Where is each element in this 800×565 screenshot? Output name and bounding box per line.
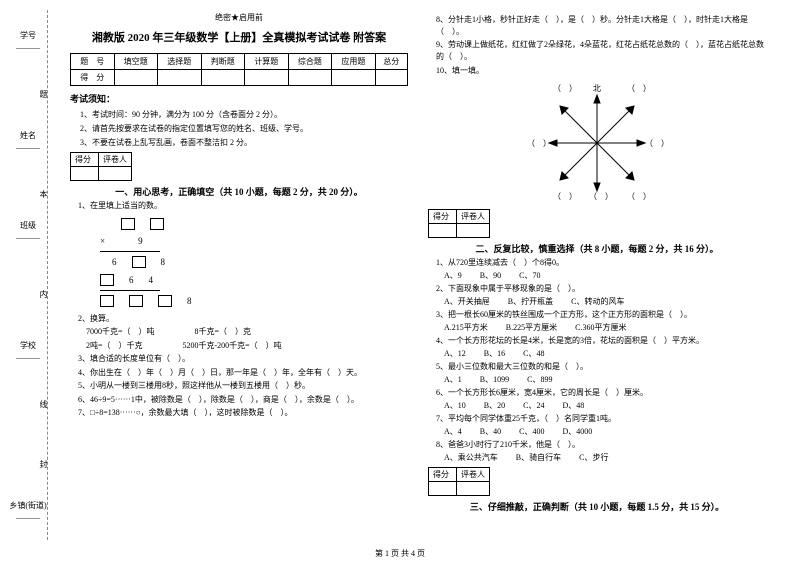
compass-e: （ ） — [645, 138, 669, 149]
right-column: 8、分针走1小格，秒针正好走（ ），是（ ）秒。分针走1大格是（ ），时针走1大… — [418, 12, 776, 545]
s2q2: 2、下面现象中属于平移现象的是（ ）。 — [436, 283, 766, 295]
s2q3: 3、把一根长60厘米的铁丝围成一个正方形，这个正方形的面积是（ ）。 — [436, 309, 766, 321]
side-char-xian: 线 — [38, 400, 49, 408]
compass-diagram: （ ） 北 （ ） （ ） （ ） （ ） （ ） （ ） — [527, 83, 667, 203]
score-h2: 填空题 — [114, 54, 158, 70]
score-r1: 得 分 — [71, 70, 115, 86]
exam-title: 湘教版 2020 年三年级数学【上册】全真模拟考试试卷 附答案 — [70, 29, 408, 45]
section-1-title: 一、用心思考，正确填空（共 10 小题，每题 2 分，共 20 分）。 — [70, 185, 408, 198]
compass-w: （ ） — [527, 138, 551, 149]
s2q6: 6、一个长方形长6厘米，宽4厘米，它的周长是（ ）厘米。 — [436, 387, 766, 399]
s2q8-opts: A、乘公共汽车B、骑自行车C、步行 — [444, 452, 766, 463]
s2q7: 7、平均每个同学体重25千克，（ ）名同学重1吨。 — [436, 413, 766, 425]
s2q5-opts: A、1B、1099C、899 — [444, 374, 766, 385]
section-3-title: 三、仔细推敲，正确判断（共 10 小题，每题 1.5 分，共 15 分）。 — [428, 500, 766, 513]
side-label-xuexiao: 学校______ — [8, 340, 48, 360]
compass-ne: （ ） — [627, 83, 651, 94]
q1: 1、在里填上适当的数。 — [78, 200, 408, 212]
s2q3-opts: A.215平方米B.225平方厘米C.360平方厘米 — [444, 322, 766, 333]
side-label-banji: 班级______ — [8, 220, 48, 240]
side-label-xingming: 姓名______ — [8, 130, 48, 150]
q6: 6、46÷9=5······1中，被除数是（ ），除数是（ ），商是（ ），余数… — [78, 394, 408, 406]
notice-2: 2、请首先按要求在试卷的指定位置填写您的姓名、班级、学号。 — [80, 123, 408, 134]
q2a: 7000千克=（ ）吨 8千克=（ ）克 — [86, 326, 408, 338]
side-char-ben: 本 — [38, 190, 49, 198]
notice-1: 1、考试时间：90 分钟，满分为 100 分（含卷面分 2 分）。 — [80, 109, 408, 120]
s2q5: 5、最小三位数和最大三位数的和是（ ）。 — [436, 361, 766, 373]
s2q1: 1、从720里连续减去（ ）个8得0。 — [436, 257, 766, 269]
multiplication-work: × 9 6 8 6 4 8 — [100, 216, 408, 309]
q9: 9、劳动课上做纸花，红红做了2朵绿花，4朵蓝花，红花占纸花总数的（ ），蓝花占纸… — [436, 39, 766, 63]
s2q2-opts: A、开关抽屉B、拧开瓶盖C、转动的风车 — [444, 296, 766, 307]
side-char-nei: 内 — [38, 290, 49, 298]
notice-header: 考试须知： — [70, 92, 408, 105]
s2q4: 4、一个长方形花坛的长是4米，长是宽的3倍，花坛的面积是（ ）平方米。 — [436, 335, 766, 347]
score-h5: 计算题 — [245, 54, 289, 70]
score-h4: 判断题 — [201, 54, 245, 70]
s2q4-opts: A、12B、16C、48 — [444, 348, 766, 359]
compass-nw: （ ） — [553, 83, 577, 94]
notice-3: 3、不要在试卷上乱写乱画，卷面不整洁扣 2 分。 — [80, 137, 408, 148]
q3: 3、填合适的长度单位有（ ）。 — [78, 353, 408, 365]
side-char-ti: 题 — [38, 90, 49, 98]
left-column: 绝密★启用前 湘教版 2020 年三年级数学【上册】全真模拟考试试卷 附答案 题… — [60, 12, 418, 545]
s2q8: 8、爸爸3小时行了210千米，他是（ ）。 — [436, 439, 766, 451]
q2: 2、换算。 — [78, 313, 408, 325]
q2b: 2吨=（ ）千克 5200千克-200千克=（ ）吨 — [86, 340, 408, 352]
score-h8: 总分 — [375, 54, 407, 70]
compass-se: （ ） — [627, 191, 651, 202]
page-footer: 第 1 页 共 4 页 — [0, 548, 800, 559]
compass-s: （ ） — [589, 191, 613, 202]
compass-sw: （ ） — [553, 191, 577, 202]
grader-table-1: 得分评卷人 — [70, 152, 132, 181]
q5: 5、小明从一楼到三楼用8秒，照这样他从一楼到五楼用（ ）秒。 — [78, 380, 408, 392]
q4: 4、你出生在（ ）年（ ）月（ ）日，那一年是（ ）年，全年有（ ）天。 — [78, 367, 408, 379]
score-h6: 综合题 — [288, 54, 332, 70]
side-label-xuehao: 学号______ — [8, 30, 48, 50]
score-table: 题 号 填空题 选择题 判断题 计算题 综合题 应用题 总分 得 分 — [70, 53, 408, 86]
s2q7-opts: A、4B、40C、400D、4000 — [444, 426, 766, 437]
s2q6-opts: A、10B、20C、24D、48 — [444, 400, 766, 411]
secret-header: 绝密★启用前 — [70, 12, 408, 23]
score-h1: 题 号 — [71, 54, 115, 70]
side-char-feng: 封 — [38, 460, 49, 468]
score-h7: 应用题 — [332, 54, 376, 70]
q8: 8、分针走1小格，秒针正好走（ ），是（ ）秒。分针走1大格是（ ），时针走1大… — [436, 14, 766, 38]
q10: 10、填一填。 — [436, 65, 766, 77]
grader-table-2: 得分评卷人 — [428, 209, 490, 238]
section-2-title: 二、反复比较，慎重选择（共 8 小题，每题 2 分，共 16 分）。 — [428, 242, 766, 255]
score-h3: 选择题 — [158, 54, 202, 70]
q7: 7、□÷8=138······○，余数最大填（ ），这时被除数是（ ）。 — [78, 407, 408, 419]
side-label-xiangzhen: 乡镇(街道)______ — [8, 500, 48, 520]
compass-n: 北 — [593, 83, 601, 94]
grader-table-3: 得分评卷人 — [428, 467, 490, 496]
s2q1-opts: A、9B、90C、70 — [444, 270, 766, 281]
